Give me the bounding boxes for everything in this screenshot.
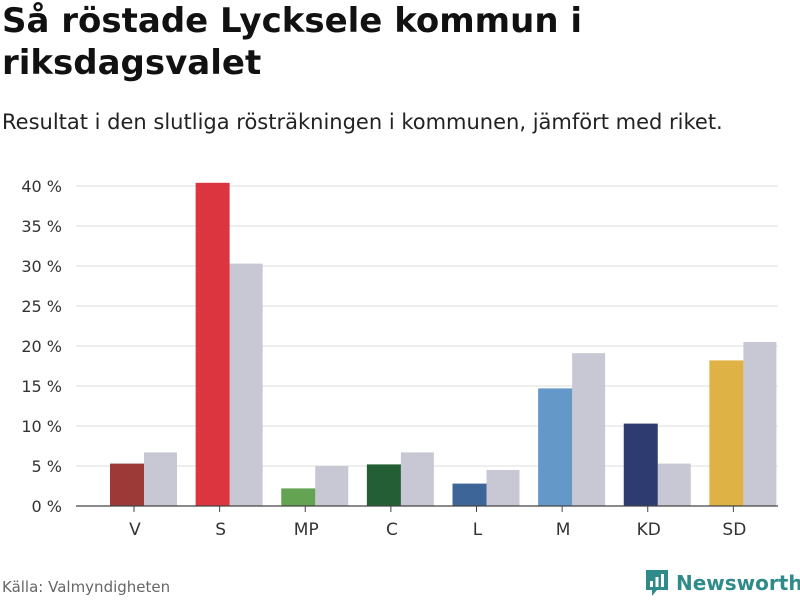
y-tick-label: 15 %	[21, 377, 62, 396]
bar-riket-kd	[657, 463, 691, 506]
chart-subtitle: Resultat i den slutliga rösträkningen i …	[2, 110, 723, 134]
bar-riket-s	[229, 263, 263, 506]
y-tick-label: 40 %	[21, 177, 62, 196]
bar-riket-c	[400, 452, 434, 506]
bar-lycksele-l	[452, 483, 487, 506]
bar-lycksele-v	[110, 463, 144, 506]
y-tick-label: 0 %	[32, 497, 62, 516]
y-tick-label: 35 %	[21, 217, 62, 236]
brand-logo: Newsworthy	[644, 567, 800, 599]
bar-lycksele-kd	[623, 423, 658, 506]
y-tick-label: 25 %	[21, 297, 62, 316]
y-tick-label: 30 %	[21, 257, 62, 276]
bar-chart: 0 % 5 % 10 % 15 % 20 % 25 % 30 % 35 % 40 % V S MP C…	[21, 177, 778, 540]
x-tick-label: SD	[722, 520, 746, 540]
bar-lycksele-m	[538, 388, 573, 506]
newsworthy-logo-icon	[646, 570, 668, 596]
bar-riket-v	[144, 452, 177, 506]
x-tick-label: C	[386, 520, 398, 540]
chart-title: Så röstade Lycksele kommun i riksdagsval…	[2, 1, 583, 83]
x-tick-label: KD	[637, 520, 661, 540]
x-tick-label: MP	[294, 520, 319, 540]
x-axis-ticks: V S MP C L M KD SD	[129, 506, 746, 540]
x-tick-label: M	[556, 520, 571, 540]
bar-lycksele-sd	[709, 360, 744, 506]
x-tick-label: V	[129, 520, 141, 540]
source-note: Källa: Valmyndigheten	[2, 578, 171, 596]
bar-lycksele-s	[195, 182, 230, 507]
bars	[110, 182, 777, 507]
bar-lycksele-c	[366, 464, 401, 506]
bar-riket-m	[572, 353, 606, 506]
y-axis-ticks: 0 % 5 % 10 % 15 % 20 % 25 % 30 % 35 % 40 %	[21, 177, 62, 516]
y-tick-label: 20 %	[21, 337, 62, 356]
bar-riket-l	[486, 470, 520, 506]
brand-name: Newsworthy	[676, 571, 800, 595]
x-tick-label: L	[473, 520, 483, 540]
x-tick-label: S	[215, 520, 226, 540]
y-tick-label: 10 %	[21, 417, 62, 436]
grid-lines	[76, 185, 778, 467]
bar-lycksele-mp	[281, 488, 316, 506]
bar-riket-mp	[315, 466, 349, 506]
bar-riket-sd	[743, 342, 777, 506]
y-tick-label: 5 %	[32, 457, 62, 476]
